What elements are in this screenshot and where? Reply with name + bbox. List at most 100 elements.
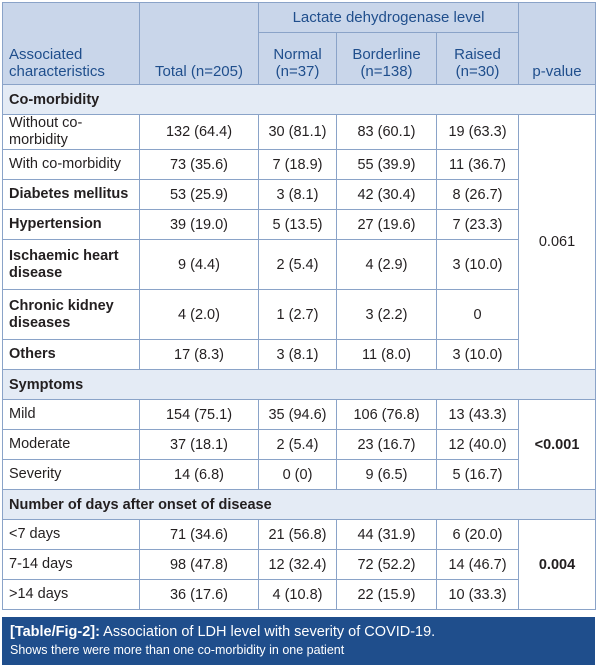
cell-total: 98 (47.8) bbox=[139, 549, 259, 580]
cell-raised: 0 bbox=[435, 289, 520, 340]
row-label: Severity bbox=[2, 459, 140, 490]
header-normal: Normal (n=37) bbox=[258, 32, 337, 85]
cell-total: 36 (17.6) bbox=[139, 579, 259, 610]
cell-borderline: 106 (76.8) bbox=[336, 399, 437, 430]
cell-total: 17 (8.3) bbox=[139, 339, 259, 370]
cell-borderline: 44 (31.9) bbox=[336, 519, 437, 550]
p-value-cell: 0.061 bbox=[518, 114, 597, 370]
cell-raised: 3 (10.0) bbox=[435, 339, 520, 370]
row-label: Moderate bbox=[2, 429, 140, 460]
table-body: Co-morbidity Without co-morbidity 132 (64.… bbox=[1, 84, 597, 610]
cell-total: 39 (19.0) bbox=[139, 209, 259, 240]
table-row: Others 17 (8.3) 3 (8.1) 11 (8.0) 3 (10.0) bbox=[2, 339, 596, 370]
table-row: >14 days 36 (17.6) 4 (10.8) 22 (15.9) 10 (33… bbox=[2, 579, 596, 610]
cell-borderline: 3 (2.2) bbox=[336, 289, 437, 340]
ldh-association-table: Associated characteristics Total (n=205)… bbox=[1, 2, 597, 610]
table-row: 7-14 days 98 (47.8) 12 (32.4) 72 (52.2) 14 (… bbox=[2, 549, 596, 580]
cell-raised: 11 (36.7) bbox=[435, 149, 520, 180]
caption-title: Association of LDH level with severity o… bbox=[99, 624, 436, 640]
cell-borderline: 83 (60.1) bbox=[336, 114, 437, 150]
cell-normal: 12 (32.4) bbox=[258, 549, 337, 580]
table-row: Severity 14 (6.8) 0 (0) 9 (6.5) 5 (16.7) bbox=[2, 459, 596, 490]
cell-total: 71 (34.6) bbox=[139, 519, 259, 550]
cell-borderline: 4 (2.9) bbox=[336, 239, 437, 290]
row-label: >14 days bbox=[2, 579, 140, 610]
cell-total: 9 (4.4) bbox=[139, 239, 259, 290]
section-title: Number of days after onset of disease bbox=[1, 489, 597, 520]
cell-borderline: 22 (15.9) bbox=[336, 579, 437, 610]
cell-raised: 7 (23.3) bbox=[435, 209, 520, 240]
cell-normal: 0 (0) bbox=[258, 459, 337, 490]
cell-normal: 21 (56.8) bbox=[258, 519, 337, 550]
cell-raised: 5 (16.7) bbox=[435, 459, 520, 490]
cell-total: 4 (2.0) bbox=[139, 289, 259, 340]
cell-borderline: 55 (39.9) bbox=[336, 149, 437, 180]
cell-total: 53 (25.9) bbox=[139, 179, 259, 210]
cell-raised: 12 (40.0) bbox=[435, 429, 520, 460]
table-header: Associated characteristics Total (n=205)… bbox=[2, 2, 597, 85]
caption-note: Shows there were more than one co-morbid… bbox=[10, 643, 345, 657]
cell-total: 154 (75.1) bbox=[139, 399, 259, 430]
cell-normal: 2 (5.4) bbox=[258, 429, 337, 460]
cell-normal: 30 (81.1) bbox=[258, 114, 337, 150]
section-title: Symptoms bbox=[1, 369, 597, 400]
cell-raised: 3 (10.0) bbox=[435, 239, 520, 290]
cell-borderline: 11 (8.0) bbox=[336, 339, 437, 370]
cell-normal: 2 (5.4) bbox=[258, 239, 337, 290]
cell-borderline: 42 (30.4) bbox=[336, 179, 437, 210]
table-row: With co-morbidity 73 (35.6) 7 (18.9) 55 (39… bbox=[2, 149, 596, 180]
cell-raised: 6 (20.0) bbox=[435, 519, 520, 550]
header-ldh-group: Lactate dehydrogenase level bbox=[257, 2, 520, 33]
p-value-cell: <0.001 bbox=[518, 399, 597, 490]
row-label: Chronic kidney diseases bbox=[2, 289, 140, 340]
row-label: Ischaemic heart disease bbox=[2, 239, 140, 290]
row-label: With co-morbidity bbox=[2, 149, 140, 180]
cell-borderline: 27 (19.6) bbox=[336, 209, 437, 240]
table-row: Hypertension 39 (19.0) 5 (13.5) 27 (19.6) 7 … bbox=[2, 209, 596, 240]
table-row: Chronic kidney diseases 4 (2.0) 1 (2.7) 3 (… bbox=[2, 289, 596, 340]
cell-total: 132 (64.4) bbox=[139, 114, 259, 150]
row-label: Hypertension bbox=[2, 209, 140, 240]
header-total: Total (n=205) bbox=[139, 2, 259, 85]
p-value-cell: 0.004 bbox=[518, 519, 597, 610]
cell-total: 73 (35.6) bbox=[139, 149, 259, 180]
cell-normal: 1 (2.7) bbox=[258, 289, 337, 340]
table-row: <7 days 71 (34.6) 21 (56.8) 44 (31.9) 6 (20.… bbox=[2, 519, 597, 610]
cell-normal: 3 (8.1) bbox=[258, 179, 337, 210]
row-label: Without co-morbidity bbox=[2, 114, 140, 150]
table-row: Mild 154 (75.1) 35 (94.6) 106 (76.8) 13 (43.… bbox=[2, 399, 597, 490]
cell-total: 37 (18.1) bbox=[139, 429, 259, 460]
header-row-levels: Normal (n=37) Borderline (n=138) Raised … bbox=[3, 32, 596, 85]
header-borderline: Borderline (n=138) bbox=[336, 32, 437, 85]
cell-normal: 5 (13.5) bbox=[258, 209, 337, 240]
row-label: Others bbox=[2, 339, 140, 370]
row-label: <7 days bbox=[2, 519, 140, 550]
section-row: Number of days after onset of disease bbox=[1, 489, 597, 520]
row-label: Mild bbox=[2, 399, 140, 430]
section-title: Co-morbidity bbox=[1, 84, 597, 115]
table-row: Without co-morbidity 132 (64.4) 30 (81.1) 8… bbox=[2, 114, 597, 370]
header-p-value: p-value bbox=[518, 2, 597, 85]
cell-raised: 8 (26.7) bbox=[435, 179, 520, 210]
cell-normal: 3 (8.1) bbox=[258, 339, 337, 370]
cell-raised: 14 (46.7) bbox=[435, 549, 520, 580]
cell-borderline: 72 (52.2) bbox=[336, 549, 437, 580]
table-caption: [Table/Fig-2]: Association of LDH level … bbox=[2, 617, 595, 665]
section-row: Symptoms bbox=[1, 369, 597, 400]
header-associated-characteristics: Associated characteristics bbox=[2, 2, 140, 85]
header-raised: Raised (n=30) bbox=[435, 32, 520, 85]
cell-total: 14 (6.8) bbox=[139, 459, 259, 490]
cell-normal: 4 (10.8) bbox=[258, 579, 337, 610]
table-row: Ischaemic heart disease 9 (4.4) 2 (5.4) 4 (… bbox=[2, 239, 596, 290]
header-row-group: Associated characteristics Total (n=205)… bbox=[2, 2, 597, 85]
cell-borderline: 9 (6.5) bbox=[336, 459, 437, 490]
row-label: 7-14 days bbox=[2, 549, 140, 580]
cell-normal: 7 (18.9) bbox=[258, 149, 337, 180]
caption-title-line: [Table/Fig-2]: Association of LDH level … bbox=[10, 623, 587, 642]
cell-raised: 13 (43.3) bbox=[435, 399, 520, 430]
caption-tag: [Table/Fig-2]: bbox=[10, 624, 100, 640]
section-row: Co-morbidity bbox=[1, 84, 597, 115]
table-row: Diabetes mellitus 53 (25.9) 3 (8.1) 42 (30.… bbox=[2, 179, 596, 210]
table-row: Moderate 37 (18.1) 2 (5.4) 23 (16.7) 12 (40.… bbox=[2, 429, 596, 460]
